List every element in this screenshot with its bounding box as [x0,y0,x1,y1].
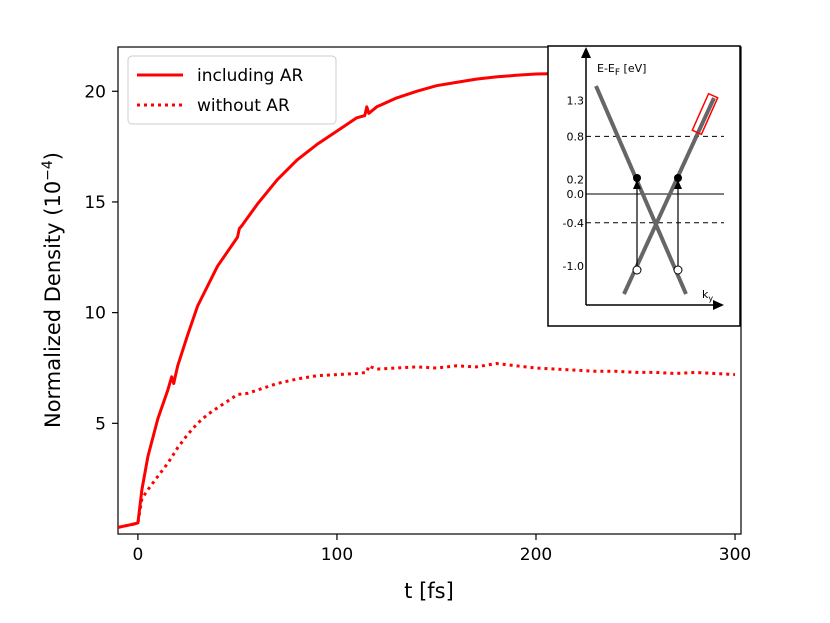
inset-energy-tick-label: 0.2 [567,174,585,187]
inset-energy-label-prefix: E-E [597,62,615,75]
legend-label-without-ar: without AR [197,96,290,116]
inset-transition-arrowhead-right [674,180,682,189]
x-tick-label: 200 [520,545,552,565]
inset-k-axis-arrow [713,300,724,310]
series-line-including-ar [118,72,556,529]
y-tick-label: 5 [95,414,106,434]
inset-highlight-box [691,92,719,136]
inset-energy-tick-label: 0.0 [567,188,585,201]
inset-energy-tick-label: -0.4 [563,217,584,230]
inset-energy-label-sub: F [615,68,620,78]
y-axis-label: Normalized Density (10−4) [40,152,65,428]
x-tick-label: 0 [132,545,143,565]
inset-energy-tick-label: 0.8 [567,130,585,143]
inset-k-label-main: k [702,288,709,301]
y-tick-label: 20 [84,82,106,102]
inset-energy-tick-label: -1.0 [563,260,584,273]
inset-band-right [622,97,716,295]
inset-transition-arrowhead-left [633,180,641,189]
inset-electron-right [674,174,682,182]
inset-hole-right [673,265,683,275]
legend: including AR without AR [127,55,337,125]
y-tick-label: 10 [84,304,106,324]
legend-label-including-ar: including AR [197,66,303,86]
x-tick-label: 300 [719,545,751,565]
y-axis-label-exponent: −4 [40,160,56,181]
inset-electron-left [633,174,641,182]
series-line-without-ar [118,362,736,529]
y-axis-label-close: ) [41,152,65,160]
legend-box [127,55,337,125]
y-tick-label: 15 [84,193,106,213]
inset-band-left [594,85,688,295]
inset-energy-tick-label: 1.3 [567,94,585,107]
inset-energy-axis-arrow [581,47,591,58]
inset-energy-label-suffix: [eV] [620,62,646,75]
inset-frame [547,45,741,327]
x-axis-ticks: 0 100 200 300 [132,534,751,565]
inset-k-label-sub: y [708,294,713,303]
inset-band-diagram: E-EF [eV] ky 1.3 0.8 0.20.0 -0.4 -1.0 [547,45,741,327]
plot-frame [117,46,742,535]
x-tick-label: 100 [321,545,353,565]
x-axis-label: t [fs] [404,579,454,603]
y-axis-label-main: Normalized Density (10 [41,181,65,428]
inset-energy-levels: 1.3 0.8 0.20.0 -0.4 -1.0 [563,94,724,273]
y-axis-ticks: 5 10 15 20 [84,82,118,434]
inset-k-axis-label: ky [702,288,713,303]
inset-energy-axis-label: E-EF [eV] [597,62,646,78]
inset-hole-left [632,265,642,275]
